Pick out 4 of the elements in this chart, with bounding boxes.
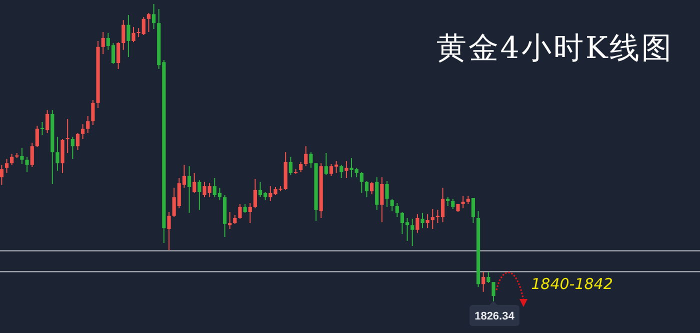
annotation: 1840-1842 [531,275,613,293]
title: 黄金4小时K线图 [436,31,674,66]
annotation: 1826.34 [474,310,516,323]
annotation: 1826.34 [469,301,520,326]
